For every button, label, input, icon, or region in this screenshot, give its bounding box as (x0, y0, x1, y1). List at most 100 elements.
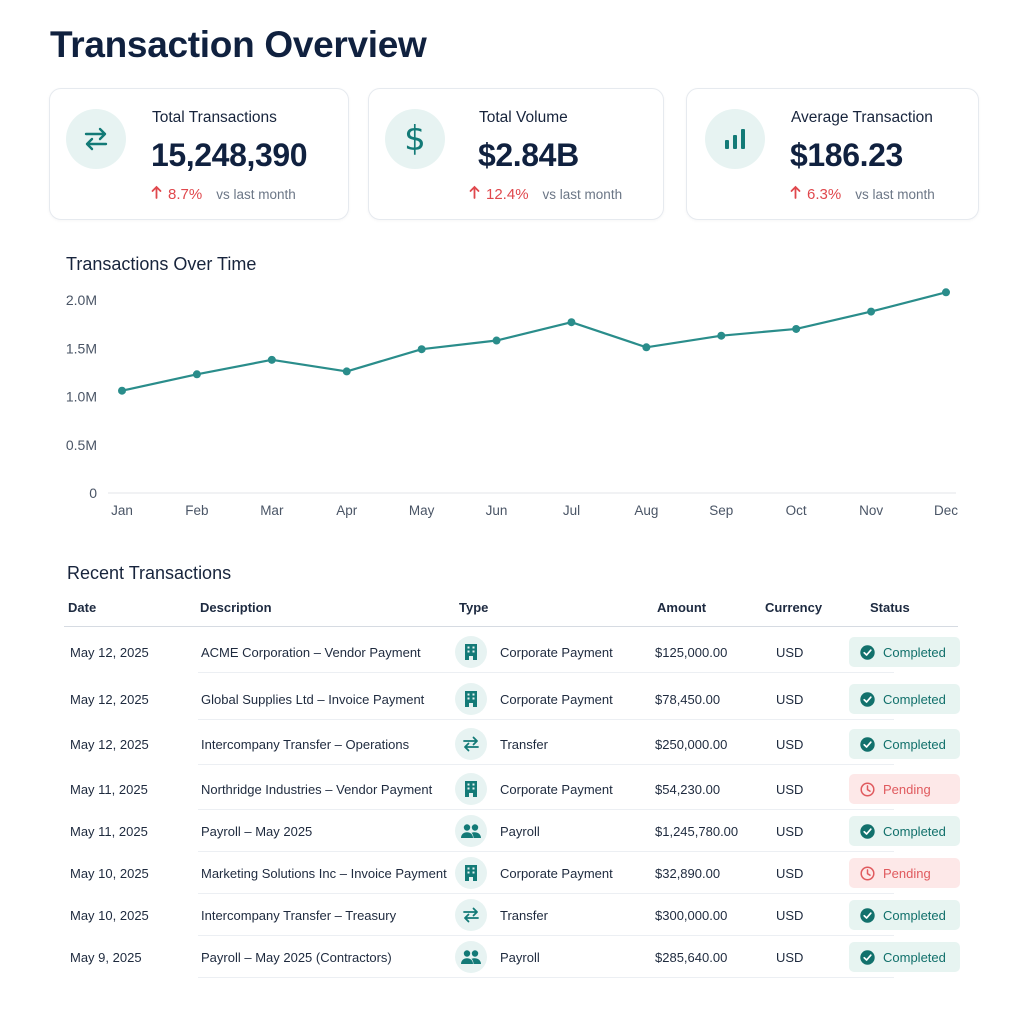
x-tick-label: Feb (185, 503, 208, 518)
column-header-currency[interactable]: Currency (765, 600, 823, 615)
transaction-description: Intercompany Transfer – Treasury (201, 907, 397, 923)
column-header-description[interactable]: Description (200, 600, 272, 615)
status-badge: Completed (849, 637, 960, 667)
transaction-amount: $32,890.00 (655, 865, 721, 881)
table-row[interactable]: May 12, 2025 Intercompany Transfer – Oper… (64, 723, 960, 765)
x-tick-label: May (409, 503, 435, 518)
kpi-compare-text: vs last month (542, 186, 623, 202)
table-row[interactable]: May 11, 2025 Northridge Industries – Vend… (64, 768, 960, 810)
transaction-amount: $300,000.00 (655, 907, 728, 923)
kpi-compare-text: vs last month (216, 186, 296, 202)
column-header-type[interactable]: Type (459, 600, 489, 615)
y-tick-label: 2.0M (66, 292, 97, 308)
transaction-type: Payroll (500, 823, 540, 839)
data-point (342, 367, 351, 376)
transaction-type: Payroll (500, 949, 540, 965)
transaction-type: Corporate Payment (500, 691, 613, 707)
status-badge: Completed (849, 900, 960, 930)
status-badge: Completed (849, 729, 960, 759)
transaction-type: Transfer (500, 736, 548, 752)
x-tick-label: Jul (563, 503, 580, 518)
transaction-date: May 12, 2025 (70, 736, 149, 752)
check-circle-icon (860, 691, 875, 707)
status-label: Completed (883, 823, 946, 839)
transaction-date: May 11, 2025 (70, 781, 148, 797)
table-row[interactable]: May 11, 2025 Payroll – May 2025 Payroll $1,… (64, 810, 960, 852)
page-title: Transaction Overview (50, 24, 427, 65)
data-point (417, 345, 426, 354)
transaction-currency: USD (776, 644, 804, 660)
data-point (567, 318, 576, 327)
clock-icon (860, 865, 875, 881)
transaction-description: ACME Corporation – Vendor Payment (201, 644, 421, 660)
transaction-type: Transfer (500, 907, 548, 923)
arrow-up-icon (790, 185, 801, 203)
transaction-description: Payroll – May 2025 (Contractors) (201, 949, 392, 965)
column-header-status[interactable]: Status (870, 600, 910, 615)
x-tick-label: Jan (111, 503, 133, 518)
row-divider (198, 672, 894, 673)
kpi-value: $186.23 (790, 137, 903, 173)
data-point (717, 331, 726, 340)
transaction-date: May 12, 2025 (70, 691, 149, 707)
table-row[interactable]: May 10, 2025 Marketing Solutions Inc – In… (64, 852, 960, 894)
transaction-type: Corporate Payment (500, 865, 613, 881)
kpi-value: $2.84B (478, 137, 579, 173)
table-row[interactable]: May 12, 2025 Global Supplies Ltd – Invoic… (64, 678, 960, 720)
table-row[interactable]: May 10, 2025 Intercompany Transfer – Trea… (64, 894, 960, 936)
kpi-change: 12.4% vs last month (469, 185, 622, 203)
check-circle-icon (860, 907, 875, 923)
row-divider (198, 764, 894, 765)
kpi-change-value: 6.3% (807, 185, 842, 203)
data-point (867, 307, 876, 316)
kpi-label: Average Transaction (791, 109, 933, 126)
transaction-type: Corporate Payment (500, 644, 613, 660)
dollar-icon: $ (385, 109, 445, 169)
table-row[interactable]: May 12, 2025 ACME Corporation – Vendor Pa… (64, 631, 960, 673)
transaction-description: Marketing Solutions Inc – Invoice Paymen… (201, 865, 447, 881)
column-header-amount[interactable]: Amount (657, 600, 707, 615)
row-divider (198, 935, 894, 936)
chart-title: Transactions Over Time (66, 254, 257, 274)
table-row[interactable]: May 9, 2025 Payroll – May 2025 (Contracto… (64, 936, 960, 978)
kpi-card-total-volume: $ Total Volume $2.84B 12.4% vs last mont… (368, 88, 664, 220)
status-badge: Completed (849, 816, 960, 846)
y-tick-label: 1.0M (66, 389, 97, 405)
y-tick-label: 0 (89, 485, 97, 501)
x-tick-label: Sep (709, 503, 733, 518)
data-point (642, 343, 651, 352)
transaction-currency: USD (776, 823, 804, 839)
x-tick-label: Jun (486, 503, 508, 518)
column-header-date[interactable]: Date (68, 600, 97, 615)
people-icon (455, 815, 487, 847)
status-label: Completed (883, 907, 946, 923)
building-icon (455, 773, 487, 805)
x-tick-label: Aug (634, 503, 658, 518)
kpi-card-average-transaction: Average Transaction $186.23 6.3% vs last… (686, 88, 979, 220)
transaction-currency: USD (776, 907, 804, 923)
kpi-change-value: 8.7% (168, 185, 203, 203)
transaction-currency: USD (776, 736, 804, 752)
transfer-arrows-icon (455, 728, 487, 760)
transaction-description: Intercompany Transfer – Operations (201, 736, 410, 752)
row-divider (198, 977, 894, 978)
transaction-amount: $125,000.00 (655, 644, 728, 660)
data-point (792, 324, 801, 333)
kpi-label: Total Transactions (152, 109, 277, 126)
transaction-amount: $250,000.00 (655, 736, 728, 752)
people-icon (455, 941, 487, 973)
check-circle-icon (860, 949, 875, 965)
series-line (121, 291, 947, 392)
data-point (118, 386, 126, 395)
status-label: Pending (883, 781, 931, 797)
transaction-date: May 11, 2025 (70, 823, 148, 839)
x-tick-label: Nov (859, 503, 883, 518)
check-circle-icon (860, 644, 875, 660)
transaction-type: Corporate Payment (500, 781, 613, 797)
transaction-currency: USD (776, 691, 804, 707)
transaction-date: May 10, 2025 (70, 865, 149, 881)
bar-chart-icon (705, 109, 765, 169)
status-label: Completed (883, 644, 946, 660)
y-tick-label: 0.5M (66, 437, 97, 453)
kpi-label: Total Volume (479, 109, 568, 126)
